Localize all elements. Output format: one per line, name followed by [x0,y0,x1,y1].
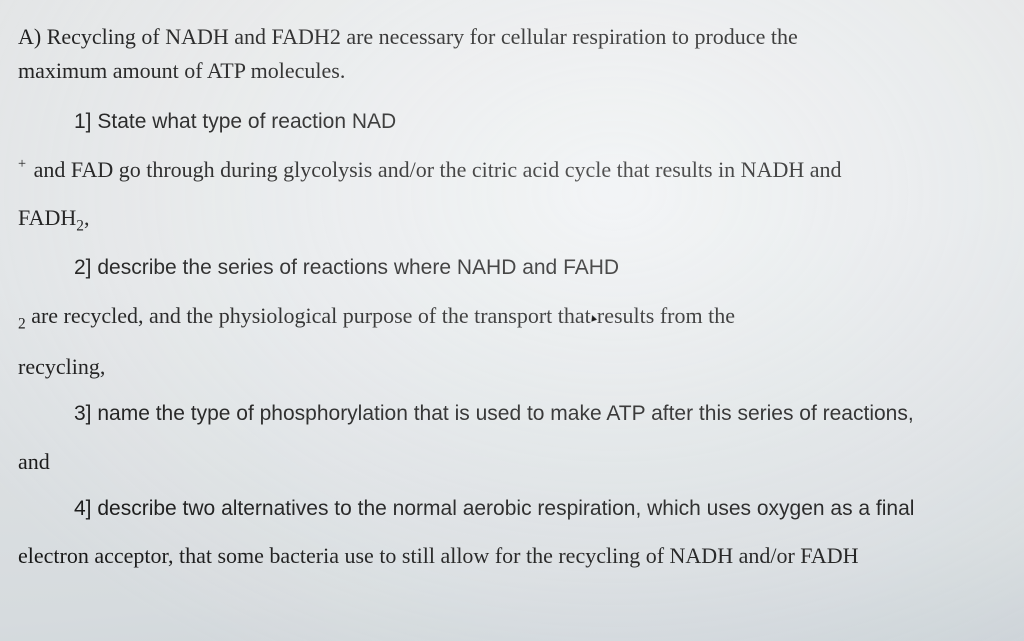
intro-line-2: maximum amount of ATP molecules. [18,58,345,83]
question-3-continuation: and [18,445,1006,479]
fadh-prefix: FADH [18,205,76,230]
q2-cont-a-after: results from the [597,303,735,328]
question-2-continuation-a: 2 are recycled, and the physiological pu… [18,299,1006,336]
q1-cont-a-text: and FAD go through during glycolysis and… [28,157,841,182]
question-2-continuation-b: recycling, [18,350,1006,384]
superscript-plus: + [18,156,26,172]
question-1-continuation-b: FADH2, [18,201,1006,238]
fadh-suffix: , [84,205,90,230]
question-4-continuation: electron acceptor, that some bacteria us… [18,539,1006,573]
question-2-prompt: 2] describe the series of reactions wher… [74,252,1006,285]
q2-cont-a-before: are recycled, and the physiological purp… [26,303,591,328]
fadh-sub: 2 [76,217,84,234]
question-1-prompt: 1] State what type of reaction NAD [74,106,1006,139]
question-1-continuation-a: + and FAD go through during glycolysis a… [18,153,1006,187]
q2-sub: 2 [18,315,26,332]
intro-paragraph: A) Recycling of NADH and FADH2 are neces… [18,20,1006,88]
intro-line-1: A) Recycling of NADH and FADH2 are neces… [18,24,798,49]
question-4-prompt: 4] describe two alternatives to the norm… [74,493,1006,526]
question-3-prompt: 3] name the type of phosphorylation that… [74,398,1006,431]
